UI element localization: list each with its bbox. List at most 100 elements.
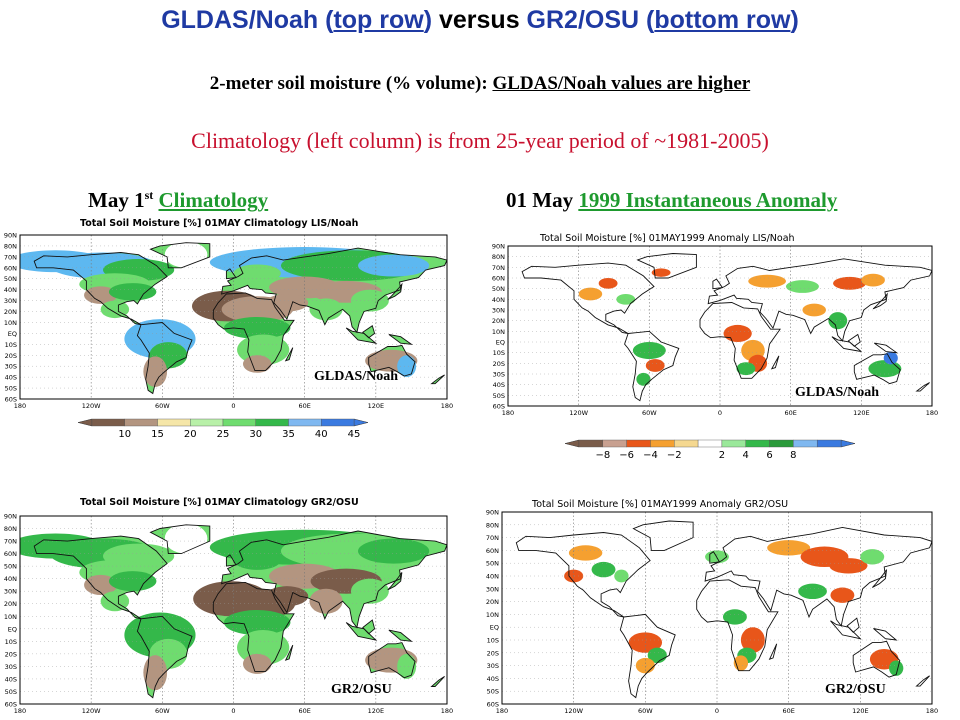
coastline-southAmerica bbox=[136, 322, 193, 395]
coastline-southAmerica bbox=[619, 613, 676, 699]
subtitle-emphasis: GLDAS/Noah values are higher bbox=[492, 73, 751, 94]
lat-label: 70N bbox=[486, 534, 499, 542]
lat-label: 30N bbox=[492, 307, 505, 315]
coastline-indonesia bbox=[345, 622, 378, 641]
moisture-patch bbox=[723, 324, 752, 342]
colorbar-tick-label: 30 bbox=[249, 429, 262, 440]
colorbar-swatch bbox=[816, 439, 842, 448]
moisture-patch bbox=[309, 588, 343, 614]
coastline-australia bbox=[852, 640, 901, 678]
lon-label: 120W bbox=[82, 402, 101, 410]
coastline-indonesia bbox=[830, 620, 862, 640]
map-panel-anomaly-gr2: Total Soil Moisture [%] 01MAY1999 Anomal… bbox=[470, 494, 940, 718]
model-label-tl: GLDAS/Noah bbox=[314, 369, 399, 384]
lat-label: 20S bbox=[5, 650, 17, 658]
coastline-uk bbox=[709, 551, 721, 564]
lat-label: 40N bbox=[486, 573, 499, 581]
map-panel-climatology-gr2: Total Soil Moisture [%] 01MAY Climatolog… bbox=[0, 492, 455, 718]
moisture-patch bbox=[636, 372, 651, 386]
colorbar-tick-label: 2 bbox=[719, 450, 725, 461]
coastline-borneo bbox=[847, 333, 861, 347]
moisture-patch bbox=[568, 545, 603, 561]
moisture-patch bbox=[830, 587, 855, 603]
coastline-eurasia bbox=[704, 526, 932, 627]
lat-label: 60N bbox=[4, 264, 17, 272]
coastline-nz bbox=[915, 382, 930, 392]
lat-label: 60S bbox=[487, 701, 499, 709]
map-svg: Total Soil Moisture [%] 01MAY1999 Anomal… bbox=[486, 499, 938, 715]
moisture-patch bbox=[108, 571, 157, 592]
moisture-patch bbox=[233, 549, 281, 570]
lon-label: 0 bbox=[718, 409, 722, 417]
coastline-nz bbox=[430, 374, 445, 385]
land-japan bbox=[387, 284, 402, 300]
coastline-africa bbox=[699, 302, 781, 379]
lat-label: EQ bbox=[496, 339, 505, 347]
colorbar-swatch bbox=[626, 439, 651, 448]
lat-label: 10N bbox=[486, 611, 499, 619]
land-japan bbox=[387, 572, 402, 590]
colorbar-tick-label: 10 bbox=[118, 429, 131, 440]
lat-label: EQ bbox=[8, 625, 17, 633]
lat-label: 30S bbox=[5, 363, 17, 371]
title-part: ) bbox=[423, 6, 439, 34]
lon-label: 120W bbox=[82, 707, 101, 715]
moisture-patch bbox=[785, 280, 819, 293]
colorbar-tick-label: −2 bbox=[667, 450, 682, 461]
moisture-patch bbox=[242, 355, 272, 373]
coastline-uk bbox=[225, 268, 237, 280]
coastline-northAmerica bbox=[515, 532, 651, 618]
colorbar-swatch bbox=[697, 439, 723, 448]
lat-label: 40S bbox=[5, 675, 17, 683]
moisture-patch bbox=[578, 287, 603, 301]
lat-label: 10N bbox=[4, 613, 17, 621]
land-newGuinea bbox=[388, 630, 412, 642]
moisture-patch bbox=[833, 276, 867, 290]
lat-label: 10S bbox=[5, 341, 17, 349]
lat-label: 70N bbox=[492, 264, 505, 272]
map-title: Total Soil Moisture [%] 01MAY Climatolog… bbox=[80, 218, 359, 229]
subtitle-prefix: 2-meter soil moisture (% volume): bbox=[209, 73, 493, 94]
moisture-patch bbox=[861, 273, 885, 287]
colorbar-swatch bbox=[222, 418, 256, 427]
coastline-borneo bbox=[362, 324, 376, 339]
lon-label: 0 bbox=[231, 402, 235, 410]
lat-label: 20S bbox=[5, 352, 17, 360]
coastline-eurasia bbox=[707, 258, 932, 342]
lon-label: 60E bbox=[782, 707, 794, 715]
coastline-greenland bbox=[149, 524, 211, 555]
coastline-japan bbox=[387, 572, 403, 591]
land-newGuinea bbox=[388, 334, 412, 345]
land-japan bbox=[873, 294, 888, 309]
subtitle: 2-meter soil moisture (% volume): GLDAS/… bbox=[0, 73, 960, 95]
right-column-heading: 01 May 1999 Instantaneous Anomaly bbox=[506, 188, 837, 213]
coastline-indonesia bbox=[831, 336, 862, 353]
moisture-patch bbox=[397, 355, 417, 378]
lon-label: 180 bbox=[14, 402, 26, 410]
colorbar-tick-label: 20 bbox=[184, 429, 197, 440]
lat-label: 90N bbox=[486, 509, 499, 517]
lat-label: 10S bbox=[5, 638, 17, 646]
lon-label: 120E bbox=[368, 402, 385, 410]
coastline-africa bbox=[212, 581, 295, 672]
lat-label: 10N bbox=[492, 328, 505, 336]
moisture-patch bbox=[100, 300, 130, 319]
colorbar-swatch bbox=[124, 418, 158, 427]
lat-label: 30S bbox=[487, 662, 499, 670]
colorbar-tick-label: 8 bbox=[790, 450, 796, 461]
lat-label: 20S bbox=[493, 360, 505, 368]
lat-label: 60S bbox=[493, 403, 505, 411]
lon-label: 60W bbox=[155, 707, 170, 715]
coastline-japan bbox=[871, 569, 888, 588]
lat-label: 20N bbox=[492, 317, 505, 325]
coastline-madagascar bbox=[284, 347, 294, 362]
moisture-patch bbox=[748, 274, 786, 288]
title-bottom-row: bottom row bbox=[654, 6, 791, 34]
land-greenland bbox=[633, 521, 694, 551]
colorbar-tick-label: −6 bbox=[619, 450, 634, 461]
lat-label: 50N bbox=[4, 563, 17, 571]
coastline-newGuinea bbox=[388, 334, 414, 345]
map-svg: Total Soil Moisture [%] 01MAY Climatolog… bbox=[4, 497, 453, 715]
moisture-patch bbox=[164, 523, 208, 554]
lon-label: 180 bbox=[926, 409, 938, 417]
